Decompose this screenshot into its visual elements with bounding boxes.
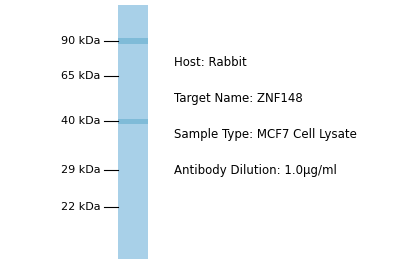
Bar [118,5,148,259]
Text: 90 kDa: 90 kDa [61,36,101,46]
Text: 40 kDa: 40 kDa [61,116,101,127]
Bar [118,38,148,44]
Text: 65 kDa: 65 kDa [62,71,101,81]
Text: Sample Type: MCF7 Cell Lysate: Sample Type: MCF7 Cell Lysate [174,128,357,141]
Bar [118,119,148,124]
Text: Antibody Dilution: 1.0μg/ml: Antibody Dilution: 1.0μg/ml [174,164,337,177]
Text: Target Name: ZNF148: Target Name: ZNF148 [174,92,303,105]
Text: 29 kDa: 29 kDa [61,164,101,175]
Text: Host: Rabbit: Host: Rabbit [174,56,247,69]
Text: 22 kDa: 22 kDa [61,202,101,212]
